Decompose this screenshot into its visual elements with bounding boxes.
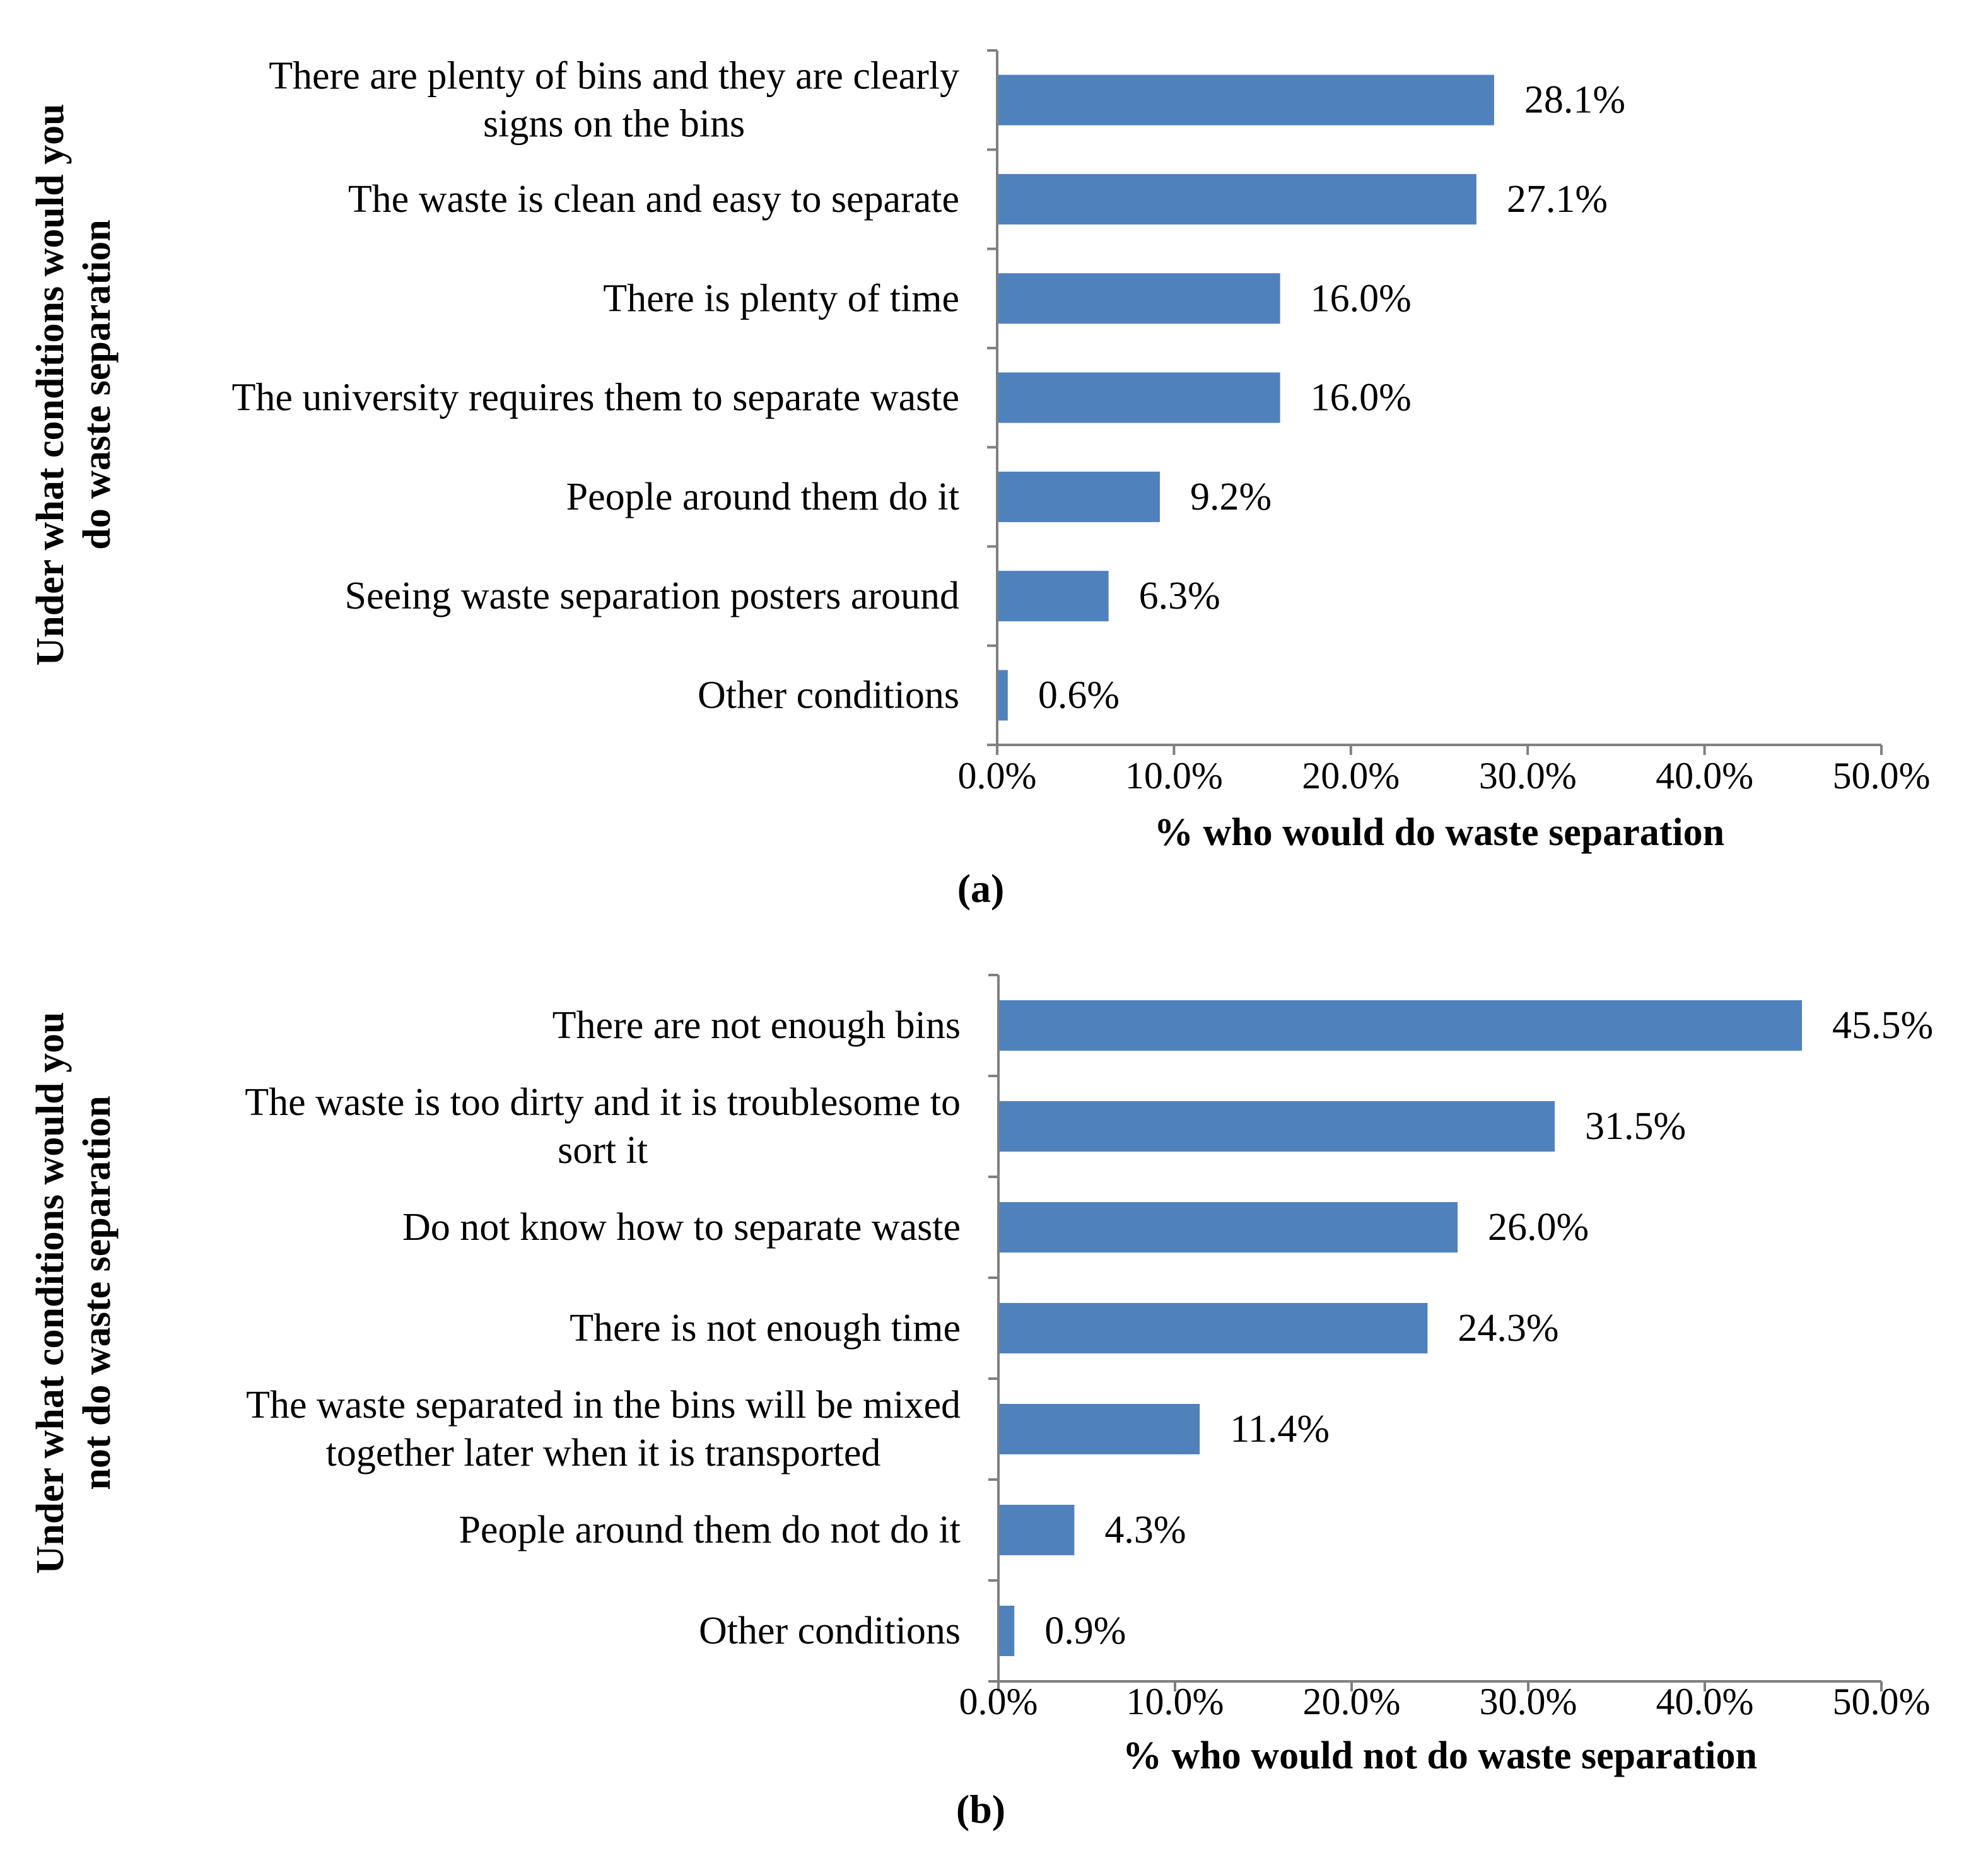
value-label-2: 27.1% [1507, 178, 1608, 221]
bar-7 [997, 670, 1008, 721]
x-tick-label-3: 30.0% [1479, 755, 1577, 797]
bar-3 [998, 1202, 1458, 1253]
value-label-6: 6.3% [1139, 575, 1220, 617]
x-tick-label-4: 40.0% [1656, 1681, 1754, 1722]
category-label-4: There is not enough time [570, 1307, 961, 1350]
panel-caption: (b) [956, 1787, 1005, 1831]
x-tick-label-1: 10.0% [1125, 755, 1223, 797]
value-label-4: 24.3% [1458, 1307, 1558, 1350]
value-label-7: 0.6% [1038, 674, 1120, 716]
category-label-5: People around them do it [566, 476, 959, 518]
x-tick-label-2: 20.0% [1302, 755, 1400, 797]
bar-1 [997, 74, 1494, 126]
bar-1 [998, 1000, 1802, 1051]
value-label-4: 16.0% [1311, 377, 1412, 419]
panel-caption: (a) [957, 866, 1005, 911]
value-label-5: 11.4% [1230, 1408, 1330, 1451]
bar-4 [997, 372, 1280, 423]
x-axis-title: % who would not do waste separation [1123, 1734, 1757, 1777]
x-tick-label-2: 20.0% [1303, 1681, 1401, 1722]
category-label-3: There is plenty of time [603, 277, 959, 320]
x-tick-label-0: 0.0% [959, 1681, 1038, 1722]
category-label-3: Do not know how to separate waste [402, 1206, 961, 1249]
bar-7 [998, 1606, 1015, 1656]
y-axis-title: Under what conditions would younot do wa… [29, 1012, 119, 1574]
x-tick-label-4: 40.0% [1656, 755, 1753, 797]
category-label-1: There are plenty of bins and they are cl… [269, 55, 959, 146]
category-label-2: The waste is clean and easy to separate [348, 178, 959, 221]
category-label-6: Seeing waste separation posters around [344, 575, 959, 617]
bar-2 [997, 173, 1476, 225]
value-label-2: 31.5% [1585, 1105, 1686, 1148]
bar-3 [997, 273, 1280, 324]
category-label-2: The waste is too dirty and it is trouble… [245, 1081, 961, 1172]
category-label-7: Other conditions [699, 1609, 961, 1652]
value-label-1: 45.5% [1832, 1004, 1933, 1047]
y-axis-title: Under what conditions would youdo waste … [29, 103, 119, 665]
category-label-7: Other conditions [698, 674, 959, 716]
value-label-5: 9.2% [1190, 476, 1272, 518]
value-label-3: 16.0% [1311, 277, 1412, 320]
x-tick-label-3: 30.0% [1480, 1681, 1577, 1722]
value-label-1: 28.1% [1524, 79, 1625, 122]
x-axis-title: % who would do waste separation [1154, 811, 1724, 854]
bar-2 [998, 1101, 1555, 1152]
value-label-3: 26.0% [1488, 1206, 1589, 1249]
value-label-7: 0.9% [1044, 1609, 1126, 1652]
value-label-6: 4.3% [1104, 1509, 1186, 1551]
x-tick-label-1: 10.0% [1126, 1681, 1224, 1722]
chart-panel-b: 45.5% There are not enough bins 31.5% The w… [29, 974, 1933, 1831]
bar-6 [997, 571, 1109, 622]
bar-5 [997, 471, 1160, 522]
x-tick-label-5: 50.0% [1833, 1681, 1931, 1722]
bar-6 [998, 1505, 1075, 1555]
chart-panel-a: 28.1% There are plenty of bins and they a… [29, 49, 1931, 911]
category-label-1: There are not enough bins [553, 1004, 961, 1047]
bar-5 [998, 1404, 1200, 1454]
category-label-6: People around them do not do it [459, 1509, 961, 1551]
category-label-4: The university requires them to separate… [232, 377, 959, 419]
x-tick-label-0: 0.0% [958, 755, 1037, 797]
x-tick-label-5: 50.0% [1833, 755, 1931, 797]
bar-4 [998, 1303, 1428, 1353]
category-label-5: The waste separated in the bins will be … [246, 1384, 961, 1475]
